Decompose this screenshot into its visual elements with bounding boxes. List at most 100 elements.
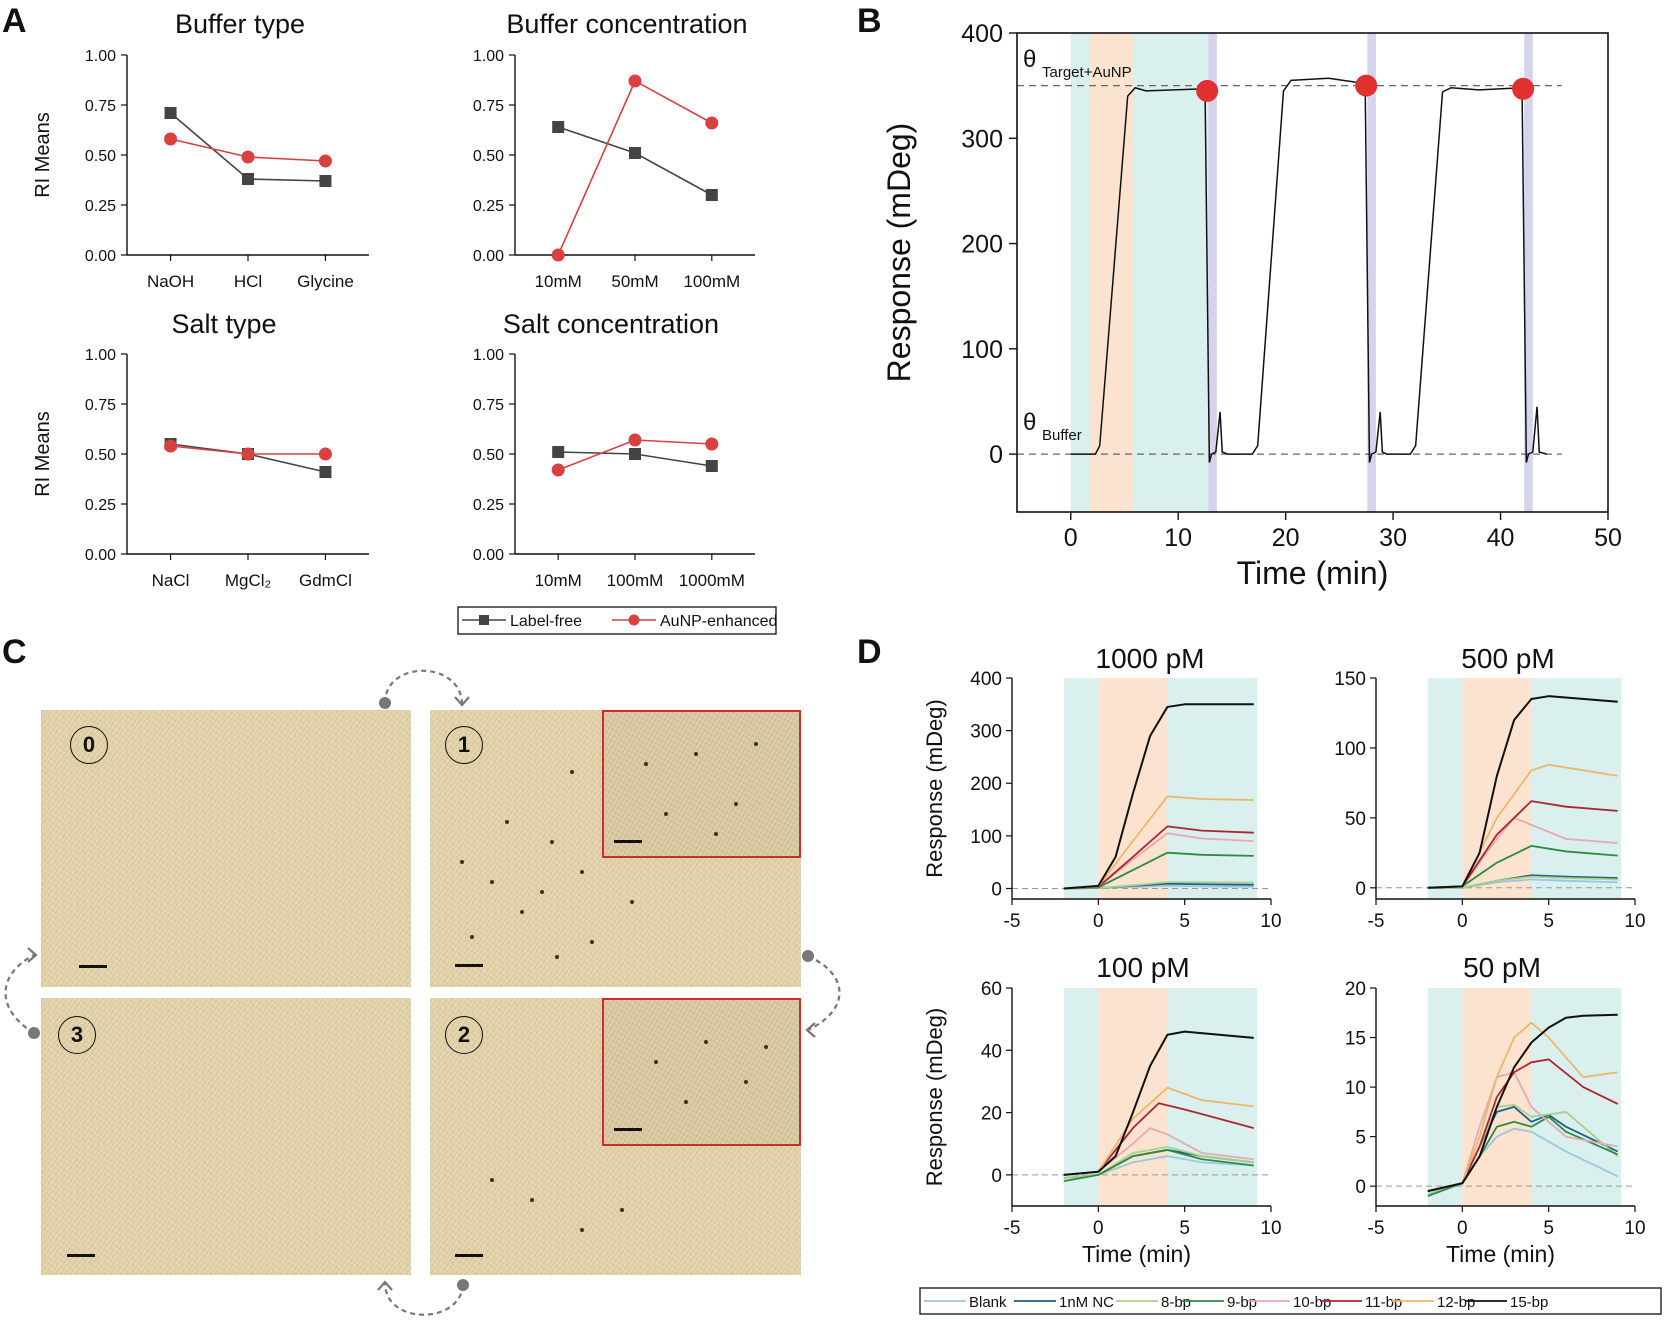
scale-bar [614, 1128, 642, 1131]
arrow-0-to-1 [383, 669, 464, 704]
series-line-8-bp [1427, 875, 1618, 889]
chart-title: Salt type [171, 309, 276, 339]
legend-label: Label-free [510, 613, 582, 630]
x-tick-label: 5 [1179, 911, 1190, 932]
data-point-circle [705, 437, 719, 451]
shaded-region [1531, 988, 1622, 1206]
x-tick-label: 100mM [683, 272, 740, 291]
x-tick-label: 5 [1179, 1218, 1190, 1239]
y-tick-label: 60 [981, 979, 1002, 1000]
micrograph-inset-1 [602, 710, 801, 858]
y-tick-label: 1.00 [85, 48, 116, 65]
y-axis-label: Response (mDeg) [922, 1008, 947, 1187]
micrograph-label-1: 1 [445, 726, 483, 764]
y-tick-label: 1.00 [85, 347, 116, 364]
arrow-head [454, 696, 470, 707]
legend-marker-circle [628, 614, 640, 626]
chart-title: 1000 pM [1096, 643, 1205, 674]
x-tick-label: 10 [1624, 1218, 1645, 1239]
y-tick-label: 0.25 [473, 198, 504, 215]
y-axis-label: Response (mDeg) [881, 123, 917, 383]
annotation-theta-buffer: θ [1023, 409, 1036, 436]
data-point-square [629, 147, 641, 159]
data-point-circle [628, 433, 642, 447]
micrograph-inset-2 [602, 998, 801, 1146]
x-tick-label: 40 [1487, 524, 1515, 552]
marker-point [1355, 74, 1378, 97]
series-line-12-bp [1427, 1021, 1618, 1193]
y-tick-label: 400 [961, 20, 1003, 48]
arrow-start-dot [457, 1279, 469, 1291]
shaded-region [1070, 33, 1091, 512]
arrow-start-dot [379, 697, 391, 709]
x-tick-label: 20 [1272, 524, 1300, 552]
y-tick-label: 0.50 [85, 148, 116, 165]
x-tick-label: NaCl [152, 571, 190, 590]
shaded-region [1427, 678, 1463, 899]
y-tick-label: 100 [1334, 739, 1366, 760]
legend-label: 11-bp [1365, 1294, 1402, 1311]
series-line-11-bp [1427, 1058, 1619, 1193]
y-tick-label: 150 [1334, 669, 1366, 690]
y-tick-label: 200 [961, 231, 1003, 259]
x-tick-label: 0 [1093, 911, 1104, 932]
shaded-region [1133, 33, 1209, 512]
chart-title: 500 pM [1461, 643, 1554, 674]
x-tick-label: 0 [1457, 911, 1468, 932]
data-point-square [319, 175, 332, 187]
arrow-start-dot [802, 950, 814, 962]
series-line-label-free [557, 126, 713, 196]
x-tick-label: 50mM [611, 272, 658, 291]
x-tick-label: 5 [1543, 911, 1554, 932]
data-point-circle [241, 150, 255, 164]
data-point-square [705, 460, 718, 472]
x-tick-label: -5 [1004, 1218, 1021, 1239]
data-point-square [552, 121, 565, 133]
legend-label: AuNP-enhanced [660, 613, 777, 630]
chart-title: Buffer concentration [506, 9, 747, 39]
chart-a-2: Buffer concentration 0.00 0.25 0.50 0.75 1.00… [473, 9, 755, 291]
x-axis-label: Time (min) [1446, 1241, 1555, 1267]
chart-title: 100 pM [1096, 952, 1189, 983]
panel-c-arrows [4, 669, 841, 1316]
panel-letter-d: D [857, 633, 882, 671]
y-tick-label: 0.50 [473, 447, 504, 464]
data-point-circle [241, 447, 255, 461]
y-tick-label: 0 [1355, 879, 1366, 900]
y-tick-label: 1.00 [473, 347, 504, 364]
y-tick-label: 0.00 [85, 547, 116, 564]
y-tick-label: 0 [989, 441, 1003, 469]
y-tick-label: 5 [1355, 1128, 1366, 1149]
y-tick-label: 20 [1345, 979, 1366, 1000]
shaded-region [1167, 678, 1258, 899]
micrograph-1: 1 [430, 710, 801, 987]
marker-point [1512, 77, 1535, 100]
chart-title: 50 pM [1463, 952, 1541, 983]
scale-bar [614, 840, 642, 843]
y-tick-label: 0.25 [85, 497, 116, 514]
y-tick-label: 0.50 [85, 447, 116, 464]
x-tick-label: 0 [1457, 1218, 1468, 1239]
chart-title: Buffer type [175, 9, 305, 39]
series-line-9-bp [1063, 1149, 1254, 1182]
annotation-theta-target: θ [1023, 46, 1036, 73]
arrow-2-to-3 [383, 1282, 465, 1316]
micrograph-3: 3 [41, 998, 411, 1275]
arrow-3-to-0 [4, 954, 35, 1034]
y-tick-label: 10 [1345, 1078, 1366, 1099]
annotation-theta-target-sub: Target+AuNP [1042, 64, 1132, 81]
legend-a: Label-free AuNP-enhanced [457, 606, 777, 635]
y-tick-label: 0 [991, 1166, 1002, 1187]
shaded-region [1524, 33, 1533, 512]
data-point-square [552, 446, 565, 458]
chart-d-3: 100 pM -5 0 5 10 0 20 40 60 Time (min) Response (m… [922, 952, 1282, 1267]
arrow-start-dot [28, 1027, 40, 1039]
x-tick-label: 5 [1543, 1218, 1554, 1239]
y-tick-label: 0.25 [473, 497, 504, 514]
annotation-theta-buffer-sub: Buffer [1042, 427, 1082, 444]
y-tick-label: 300 [961, 125, 1003, 153]
micrograph-0: 0 [41, 710, 411, 987]
